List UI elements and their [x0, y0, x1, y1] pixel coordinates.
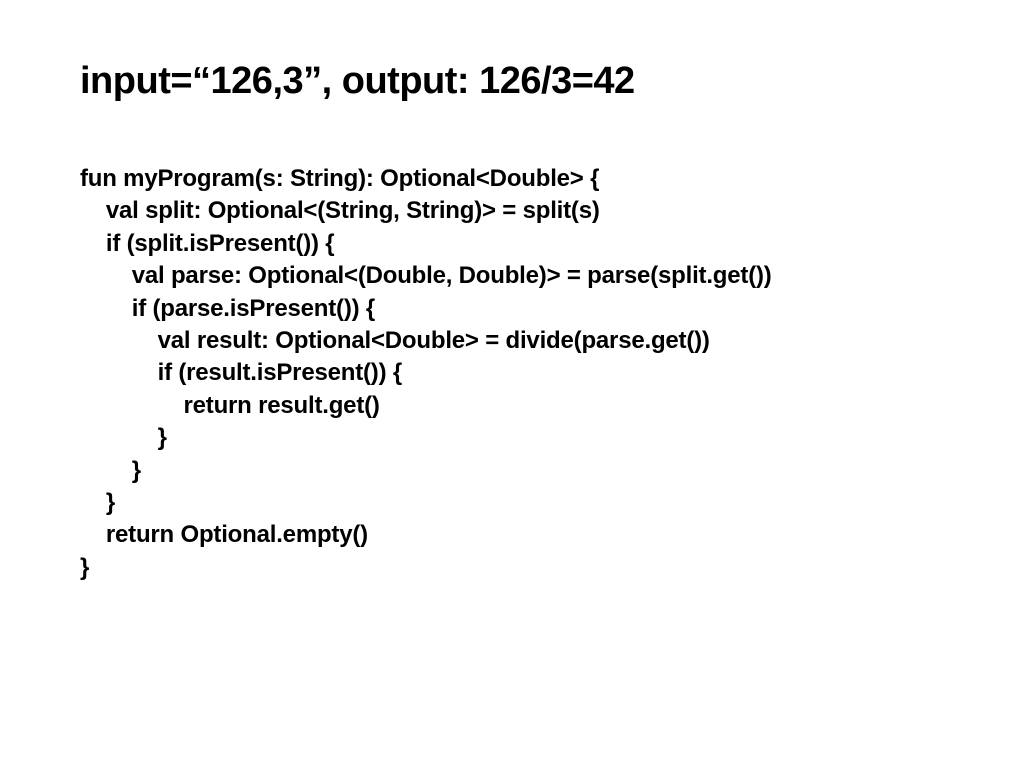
slide-container: input=“126,3”, output: 126/3=42 fun myPr…: [0, 0, 1024, 768]
code-block: fun myProgram(s: String): Optional<Doubl…: [80, 163, 944, 584]
slide-title: input=“126,3”, output: 126/3=42: [80, 60, 944, 103]
